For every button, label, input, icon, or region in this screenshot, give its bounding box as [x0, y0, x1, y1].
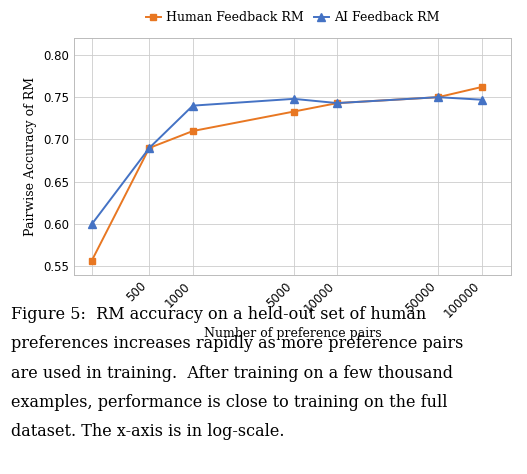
AI Feedback RM: [334, 100, 340, 106]
Human Feedback RM: [479, 84, 485, 90]
Human Feedback RM: [89, 258, 95, 264]
X-axis label: Number of preference pairs: Number of preference pairs: [203, 327, 382, 340]
AI Feedback RM: [89, 221, 95, 227]
AI Feedback RM: [479, 97, 485, 102]
AI Feedback RM: [190, 103, 196, 109]
Text: examples, performance is close to training on the full: examples, performance is close to traini…: [11, 394, 447, 411]
Human Feedback RM: [290, 109, 297, 114]
Text: preferences increases rapidly as more preference pairs: preferences increases rapidly as more pr…: [11, 335, 463, 352]
Human Feedback RM: [190, 128, 196, 134]
Text: Figure 5:  RM accuracy on a held-out set of human: Figure 5: RM accuracy on a held-out set …: [11, 306, 426, 323]
Legend: Human Feedback RM, AI Feedback RM: Human Feedback RM, AI Feedback RM: [141, 6, 444, 29]
Y-axis label: Pairwise Accuracy of RM: Pairwise Accuracy of RM: [24, 77, 37, 236]
Human Feedback RM: [435, 94, 442, 100]
Human Feedback RM: [146, 145, 152, 151]
AI Feedback RM: [435, 94, 442, 100]
AI Feedback RM: [146, 145, 152, 151]
Human Feedback RM: [334, 100, 340, 106]
AI Feedback RM: [290, 96, 297, 102]
Line: AI Feedback RM: AI Feedback RM: [88, 93, 485, 228]
Text: dataset. The x-axis is in log-scale.: dataset. The x-axis is in log-scale.: [11, 423, 284, 440]
Line: Human Feedback RM: Human Feedback RM: [89, 84, 485, 264]
Text: are used in training.  After training on a few thousand: are used in training. After training on …: [11, 365, 453, 382]
